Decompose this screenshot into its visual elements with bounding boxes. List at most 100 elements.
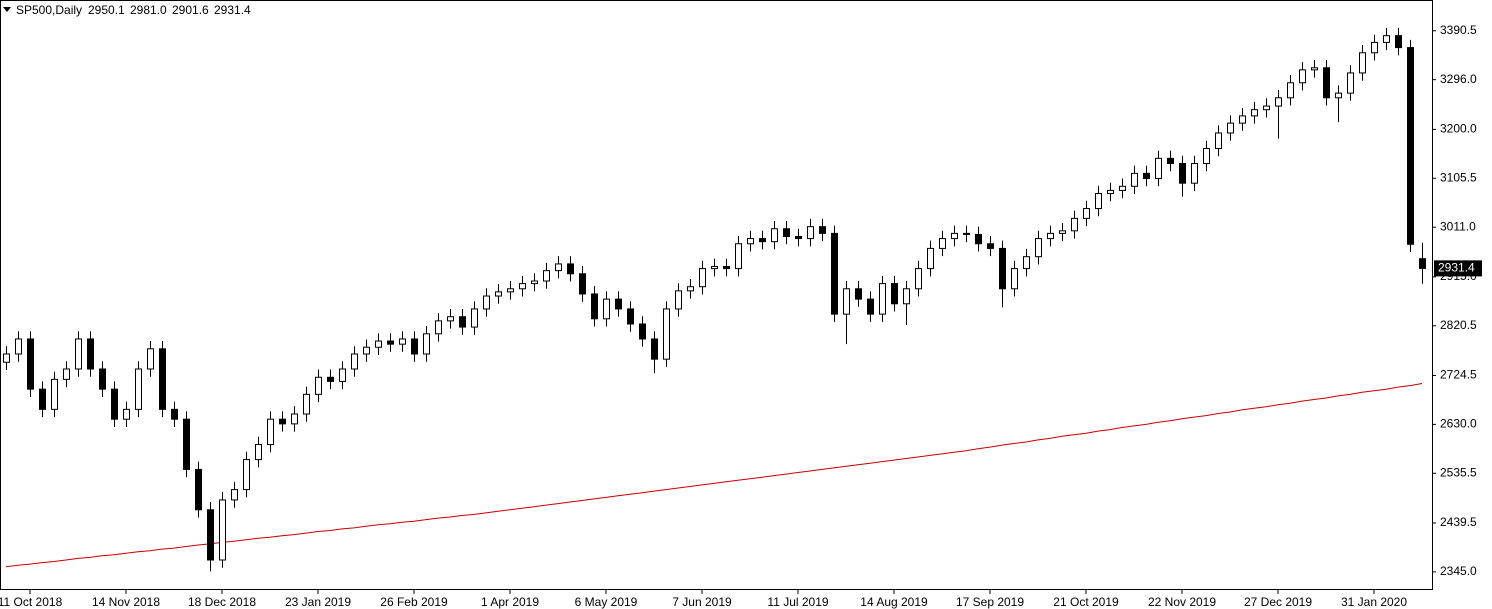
x-tick-label: 21 Oct 2019 bbox=[1053, 595, 1119, 609]
candle-body bbox=[1095, 193, 1102, 210]
x-tick-label: 22 Nov 2019 bbox=[1148, 595, 1216, 609]
menu-arrow bbox=[3, 7, 11, 12]
candle-body bbox=[1035, 238, 1042, 258]
candle-body bbox=[495, 291, 502, 297]
x-tick-label: 18 Dec 2018 bbox=[188, 595, 256, 609]
x-tick-label: 27 Dec 2019 bbox=[1244, 595, 1312, 609]
candle-body bbox=[1119, 185, 1126, 191]
candle-body bbox=[963, 232, 970, 235]
candle-body bbox=[951, 232, 958, 240]
x-tick-label: 11 Jul 2019 bbox=[767, 595, 828, 609]
candle-body bbox=[339, 368, 346, 382]
candle-body bbox=[639, 323, 646, 340]
candle-body bbox=[1251, 109, 1258, 117]
candle-body bbox=[807, 226, 814, 240]
y-tick-label: 2345.0 bbox=[1440, 564, 1477, 578]
candle-body bbox=[459, 316, 466, 328]
candle-body bbox=[3, 353, 10, 363]
candle-body bbox=[903, 288, 910, 305]
candle-body bbox=[123, 408, 130, 420]
x-tick-label: 6 May 2019 bbox=[575, 595, 638, 609]
y-tick-label: 2535.5 bbox=[1440, 465, 1477, 479]
candle-body bbox=[111, 388, 118, 420]
candle-body bbox=[255, 444, 262, 461]
candle-body bbox=[1083, 208, 1090, 219]
candle-body bbox=[15, 338, 22, 355]
candle-body bbox=[1107, 189, 1114, 195]
candle-body bbox=[63, 368, 70, 380]
x-tick-label: 26 Feb 2019 bbox=[380, 595, 448, 609]
candle-body bbox=[1155, 157, 1162, 180]
y-tick-label: 3296.0 bbox=[1440, 72, 1477, 86]
candle-body bbox=[843, 288, 850, 315]
candle-body bbox=[483, 295, 490, 310]
candle-body bbox=[687, 286, 694, 292]
candle-body bbox=[1203, 148, 1210, 165]
candle-body bbox=[1311, 67, 1318, 71]
candle-body bbox=[195, 468, 202, 511]
y-tick-label: 2630.0 bbox=[1440, 417, 1477, 431]
symbol: SP500,Daily bbox=[16, 3, 82, 17]
x-tick-label: 7 Jun 2019 bbox=[672, 595, 732, 609]
candle-body bbox=[87, 338, 94, 370]
x-tick-label: 23 Jan 2019 bbox=[285, 595, 351, 609]
x-tick-label: 17 Sep 2019 bbox=[956, 595, 1024, 609]
candle-body bbox=[543, 270, 550, 282]
candle-body bbox=[447, 316, 454, 322]
candle-body bbox=[435, 320, 442, 335]
candle-body bbox=[975, 233, 982, 245]
ohlc-high: 2981.0 bbox=[130, 3, 167, 17]
candle-body bbox=[1023, 256, 1030, 270]
candle-body bbox=[303, 393, 310, 415]
candle-body bbox=[567, 263, 574, 275]
candle-body bbox=[939, 238, 946, 249]
candle-body bbox=[1011, 268, 1018, 290]
candle-body bbox=[423, 333, 430, 355]
candle-body bbox=[351, 353, 358, 370]
candle-body bbox=[1275, 97, 1282, 107]
ohlc-low: 2901.6 bbox=[172, 3, 209, 17]
candle-body bbox=[219, 499, 226, 561]
candle-body bbox=[375, 340, 382, 348]
y-tick-label: 3390.5 bbox=[1440, 23, 1477, 37]
candle-body bbox=[207, 509, 214, 561]
candle-body bbox=[879, 283, 886, 315]
x-tick-label: 14 Aug 2019 bbox=[860, 595, 928, 609]
candle-body bbox=[1047, 232, 1054, 240]
candle-body bbox=[519, 283, 526, 290]
candle-body bbox=[1371, 41, 1378, 54]
candle-body bbox=[159, 348, 166, 410]
ohlc-open: 2950.1 bbox=[88, 3, 125, 17]
candle-body bbox=[711, 266, 718, 270]
price-label-box bbox=[1434, 260, 1482, 277]
candle-body bbox=[75, 338, 82, 370]
candle-body bbox=[819, 226, 826, 234]
candle-body bbox=[1383, 35, 1390, 43]
candle-body bbox=[327, 376, 334, 382]
candle-body bbox=[1239, 115, 1246, 124]
candle-body bbox=[795, 235, 802, 240]
candle-body bbox=[675, 290, 682, 310]
candle-body bbox=[291, 413, 298, 425]
candle-body bbox=[831, 232, 838, 315]
y-tick-label: 3105.5 bbox=[1440, 170, 1477, 184]
x-tick-label: 31 Jan 2020 bbox=[1341, 595, 1407, 609]
candle-body bbox=[1347, 72, 1354, 94]
candle-body bbox=[99, 368, 106, 390]
price-label: 2931.4 bbox=[1438, 261, 1475, 275]
candle-body bbox=[1131, 172, 1138, 187]
candle-body bbox=[363, 346, 370, 355]
candle-body bbox=[1335, 92, 1342, 99]
candle-body bbox=[615, 298, 622, 310]
candle-body bbox=[1191, 163, 1198, 184]
candle-body bbox=[1323, 67, 1330, 99]
candle-body bbox=[27, 338, 34, 390]
candle-body bbox=[507, 288, 514, 293]
candle-body bbox=[747, 238, 754, 245]
candle-body bbox=[855, 288, 862, 300]
candle-body bbox=[927, 247, 934, 270]
candle-body bbox=[279, 418, 286, 425]
candle-body bbox=[1407, 47, 1414, 245]
candle-body bbox=[1419, 258, 1426, 269]
candle-body bbox=[735, 243, 742, 270]
